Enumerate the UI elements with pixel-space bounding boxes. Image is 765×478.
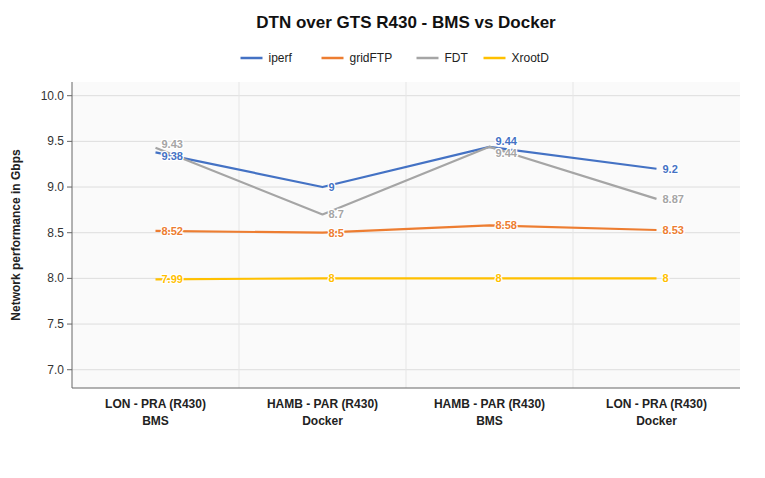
data-label: 8.52: [162, 225, 183, 237]
tick-mark: [67, 95, 72, 96]
x-axis-line: [72, 388, 740, 389]
series-line: [156, 277, 657, 280]
tick-label: 8.0: [47, 271, 64, 285]
tick-label: 7.5: [47, 317, 64, 331]
series-line: [156, 225, 657, 232]
data-label: 8.58: [496, 219, 517, 231]
legend-label: iperf: [269, 51, 293, 65]
chart: 7.0 7.5 8.0 8.5 9.0 9.5 10.0 LON - PRA (R430) BM…: [0, 0, 765, 478]
tick-label: 8.5: [47, 226, 64, 240]
tick-label: 9.0: [47, 180, 64, 194]
x-axis: LON - PRA (R430) BMS HAMB - PAR (R430) Dock…: [105, 397, 707, 428]
data-label: 9.44: [496, 135, 518, 147]
tick-mark: [67, 232, 72, 233]
data-label: 8: [663, 272, 669, 284]
data-label: 9.2: [663, 163, 678, 175]
y-axis-line: [72, 82, 73, 388]
legend: iperf gridFTP FDT XrootD: [241, 51, 550, 65]
series-lines: [156, 147, 657, 279]
tick-mark: [67, 278, 72, 279]
legend-swatch: [322, 57, 344, 60]
series-line: [156, 147, 657, 215]
data-label: 7.99: [162, 273, 183, 285]
data-label: 8: [496, 272, 502, 284]
plot-area: [72, 82, 740, 388]
x-tick-label: LON - PRA (R430): [606, 397, 707, 411]
x-tick-label: LON - PRA (R430): [105, 397, 206, 411]
x-tick-label: BMS: [476, 414, 503, 428]
tick-mark: [67, 369, 72, 370]
x-tick-label: Docker: [636, 414, 677, 428]
tick-label: 7.0: [47, 363, 64, 377]
y-axis: 7.0 7.5 8.0 8.5 9.0 9.5 10.0: [41, 89, 740, 377]
data-label: 8.7: [329, 208, 344, 220]
data-label: 9.43: [162, 138, 183, 150]
legend-label: XrootD: [512, 51, 550, 65]
data-label: 8.87: [663, 193, 684, 205]
group-separator: [406, 82, 407, 388]
data-label: 8.53: [663, 224, 684, 236]
tick-mark: [67, 187, 72, 188]
data-label: 8: [329, 272, 335, 284]
legend-label: gridFTP: [350, 51, 393, 65]
title: DTN over GTS R430 - BMS vs Docker: [256, 13, 556, 32]
legend-label: FDT: [445, 51, 469, 65]
x-tick-label: HAMB - PAR (R430): [267, 397, 378, 411]
group-separator: [239, 82, 240, 388]
data-label: 9: [329, 181, 335, 193]
tick-label: 10.0: [41, 89, 65, 103]
legend-swatch: [417, 57, 439, 60]
y-axis-label: Network performance in Gbps: [9, 149, 23, 321]
data-label: 9.44: [496, 147, 518, 159]
x-tick-label: Docker: [302, 414, 343, 428]
legend-swatch: [484, 57, 506, 60]
legend-swatch: [241, 57, 263, 60]
tick-label: 9.5: [47, 134, 64, 148]
data-label: 8.5: [329, 227, 344, 239]
data-labels: 9.439.388.527.9998.78.589.449.448.5889.2…: [162, 135, 684, 285]
x-tick-label: BMS: [142, 414, 169, 428]
group-separator: [573, 82, 574, 388]
x-tick-label: HAMB - PAR (R430): [434, 397, 545, 411]
tick-mark: [67, 141, 72, 142]
tick-mark: [67, 324, 72, 325]
data-label: 9.38: [162, 150, 183, 162]
